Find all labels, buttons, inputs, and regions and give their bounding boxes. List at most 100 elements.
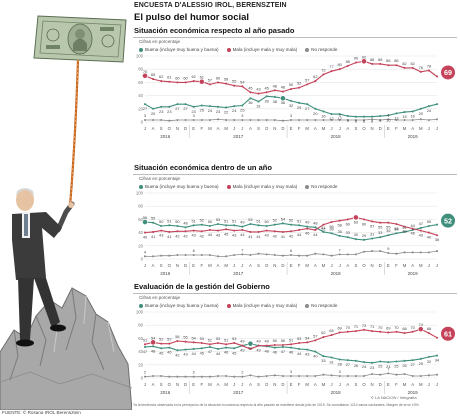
highlight-point xyxy=(142,72,148,79)
x-tick-label: D xyxy=(184,382,187,387)
data-label: 50 xyxy=(289,82,294,87)
data-label: 24 xyxy=(208,108,213,113)
x-tick-label: N xyxy=(273,263,276,268)
data-label: 51 xyxy=(224,337,228,342)
legend-item-positive: Buena (incluye muy buena y buena) xyxy=(139,303,219,308)
data-point-positive xyxy=(225,224,228,227)
data-point-positive xyxy=(427,355,430,358)
data-point-positive xyxy=(322,110,325,113)
x-tick-label: S xyxy=(257,126,260,131)
x-tick-label: S xyxy=(257,382,260,387)
data-point-noanswer xyxy=(411,118,414,122)
x-tick-label: M xyxy=(305,382,309,387)
data-point-noanswer xyxy=(330,254,333,257)
data-label: 45 xyxy=(224,231,228,236)
data-point-negative xyxy=(403,332,406,335)
data-label: 69 xyxy=(386,325,390,330)
data-label: 12 xyxy=(329,116,333,121)
data-label: 41 xyxy=(248,234,252,239)
legend-label-noanswer: No responde xyxy=(311,47,338,52)
data-point-positive xyxy=(200,223,203,226)
data-point-positive xyxy=(168,105,171,108)
data-label: 23 xyxy=(167,109,171,114)
data-point-negative xyxy=(395,330,398,333)
data-label: 48 xyxy=(183,220,187,225)
y-tick-label: 100 xyxy=(136,54,144,59)
data-point-noanswer xyxy=(379,250,382,253)
climber-figure xyxy=(12,188,75,347)
highlight-point xyxy=(417,326,424,333)
x-tick-label: O xyxy=(168,382,172,387)
x-tick-label: M xyxy=(322,263,326,268)
x-tick-label: E xyxy=(192,263,195,268)
data-point-noanswer xyxy=(354,253,357,256)
data-point-noanswer xyxy=(168,375,171,378)
data-point-negative xyxy=(298,341,301,345)
data-point-noanswer xyxy=(419,118,422,121)
data-label: 9 xyxy=(387,246,389,251)
data-point-negative xyxy=(371,62,374,65)
data-label: 27 xyxy=(143,106,147,111)
x-tick-label: D xyxy=(281,126,284,131)
x-tick-label: A xyxy=(314,382,317,387)
data-point-positive xyxy=(346,115,349,118)
page-title: El pulso del humor social xyxy=(134,12,250,23)
data-point-negative xyxy=(265,344,268,347)
data-label: 54 xyxy=(305,335,310,340)
data-point-noanswer xyxy=(233,118,236,122)
data-point-positive xyxy=(216,347,220,351)
data-point-noanswer xyxy=(298,254,301,257)
data-point-noanswer xyxy=(346,374,349,378)
data-label: 40 xyxy=(427,235,432,240)
data-point-positive xyxy=(411,359,414,362)
data-point-negative xyxy=(233,84,236,87)
data-label: 27 xyxy=(411,362,415,367)
x-tick-label: A xyxy=(249,126,252,131)
data-label: 23 xyxy=(192,109,196,114)
legend-swatch-negative xyxy=(226,47,231,52)
x-tick-label: D xyxy=(281,382,284,387)
data-point-noanswer xyxy=(330,374,333,377)
x-tick-label: E xyxy=(192,126,195,131)
data-point-negative xyxy=(168,342,171,345)
x-tick-label: J xyxy=(428,382,430,387)
x-tick-label: A xyxy=(346,126,349,131)
data-point-negative xyxy=(411,227,414,230)
data-label: 47 xyxy=(143,349,147,354)
data-label: 3 xyxy=(339,369,341,374)
data-point-negative xyxy=(411,330,414,333)
data-label: 16 xyxy=(411,113,415,118)
data-point-positive xyxy=(225,106,228,109)
data-point-positive xyxy=(298,347,301,351)
legend-label-positive: Buena (incluye muy buena y buena) xyxy=(145,47,219,52)
data-point-positive xyxy=(160,105,163,108)
data-point-positive xyxy=(387,114,390,117)
data-label: 56 xyxy=(175,334,179,339)
x-tick-label: E xyxy=(192,382,195,387)
highlight-point xyxy=(352,214,359,221)
data-point-positive xyxy=(281,222,284,225)
data-point-positive xyxy=(216,222,220,226)
data-point-negative xyxy=(362,328,366,331)
data-label: 57 xyxy=(313,333,317,338)
data-point-negative xyxy=(403,66,406,69)
legend-item-positive: Buena (incluye muy buena y buena) xyxy=(139,47,219,52)
data-point-noanswer xyxy=(330,118,333,122)
x-tick-label: M xyxy=(224,382,228,387)
data-point-negative xyxy=(322,73,325,76)
data-point-positive xyxy=(160,224,163,228)
data-label: 25 xyxy=(240,108,244,113)
data-point-positive xyxy=(265,95,268,98)
data-label: 15 xyxy=(402,114,406,119)
x-tick-label: A xyxy=(314,263,317,268)
data-label: 47 xyxy=(208,349,212,354)
data-point-positive xyxy=(152,345,155,348)
data-label: 60 xyxy=(346,221,351,226)
x-tick-label: J xyxy=(233,126,235,131)
legend-swatch-negative xyxy=(226,303,231,308)
data-point-positive xyxy=(427,224,430,228)
data-point-noanswer xyxy=(281,254,284,257)
y-tick-label: 80 xyxy=(138,323,143,328)
data-point-negative xyxy=(281,230,284,233)
data-point-noanswer xyxy=(362,374,366,378)
